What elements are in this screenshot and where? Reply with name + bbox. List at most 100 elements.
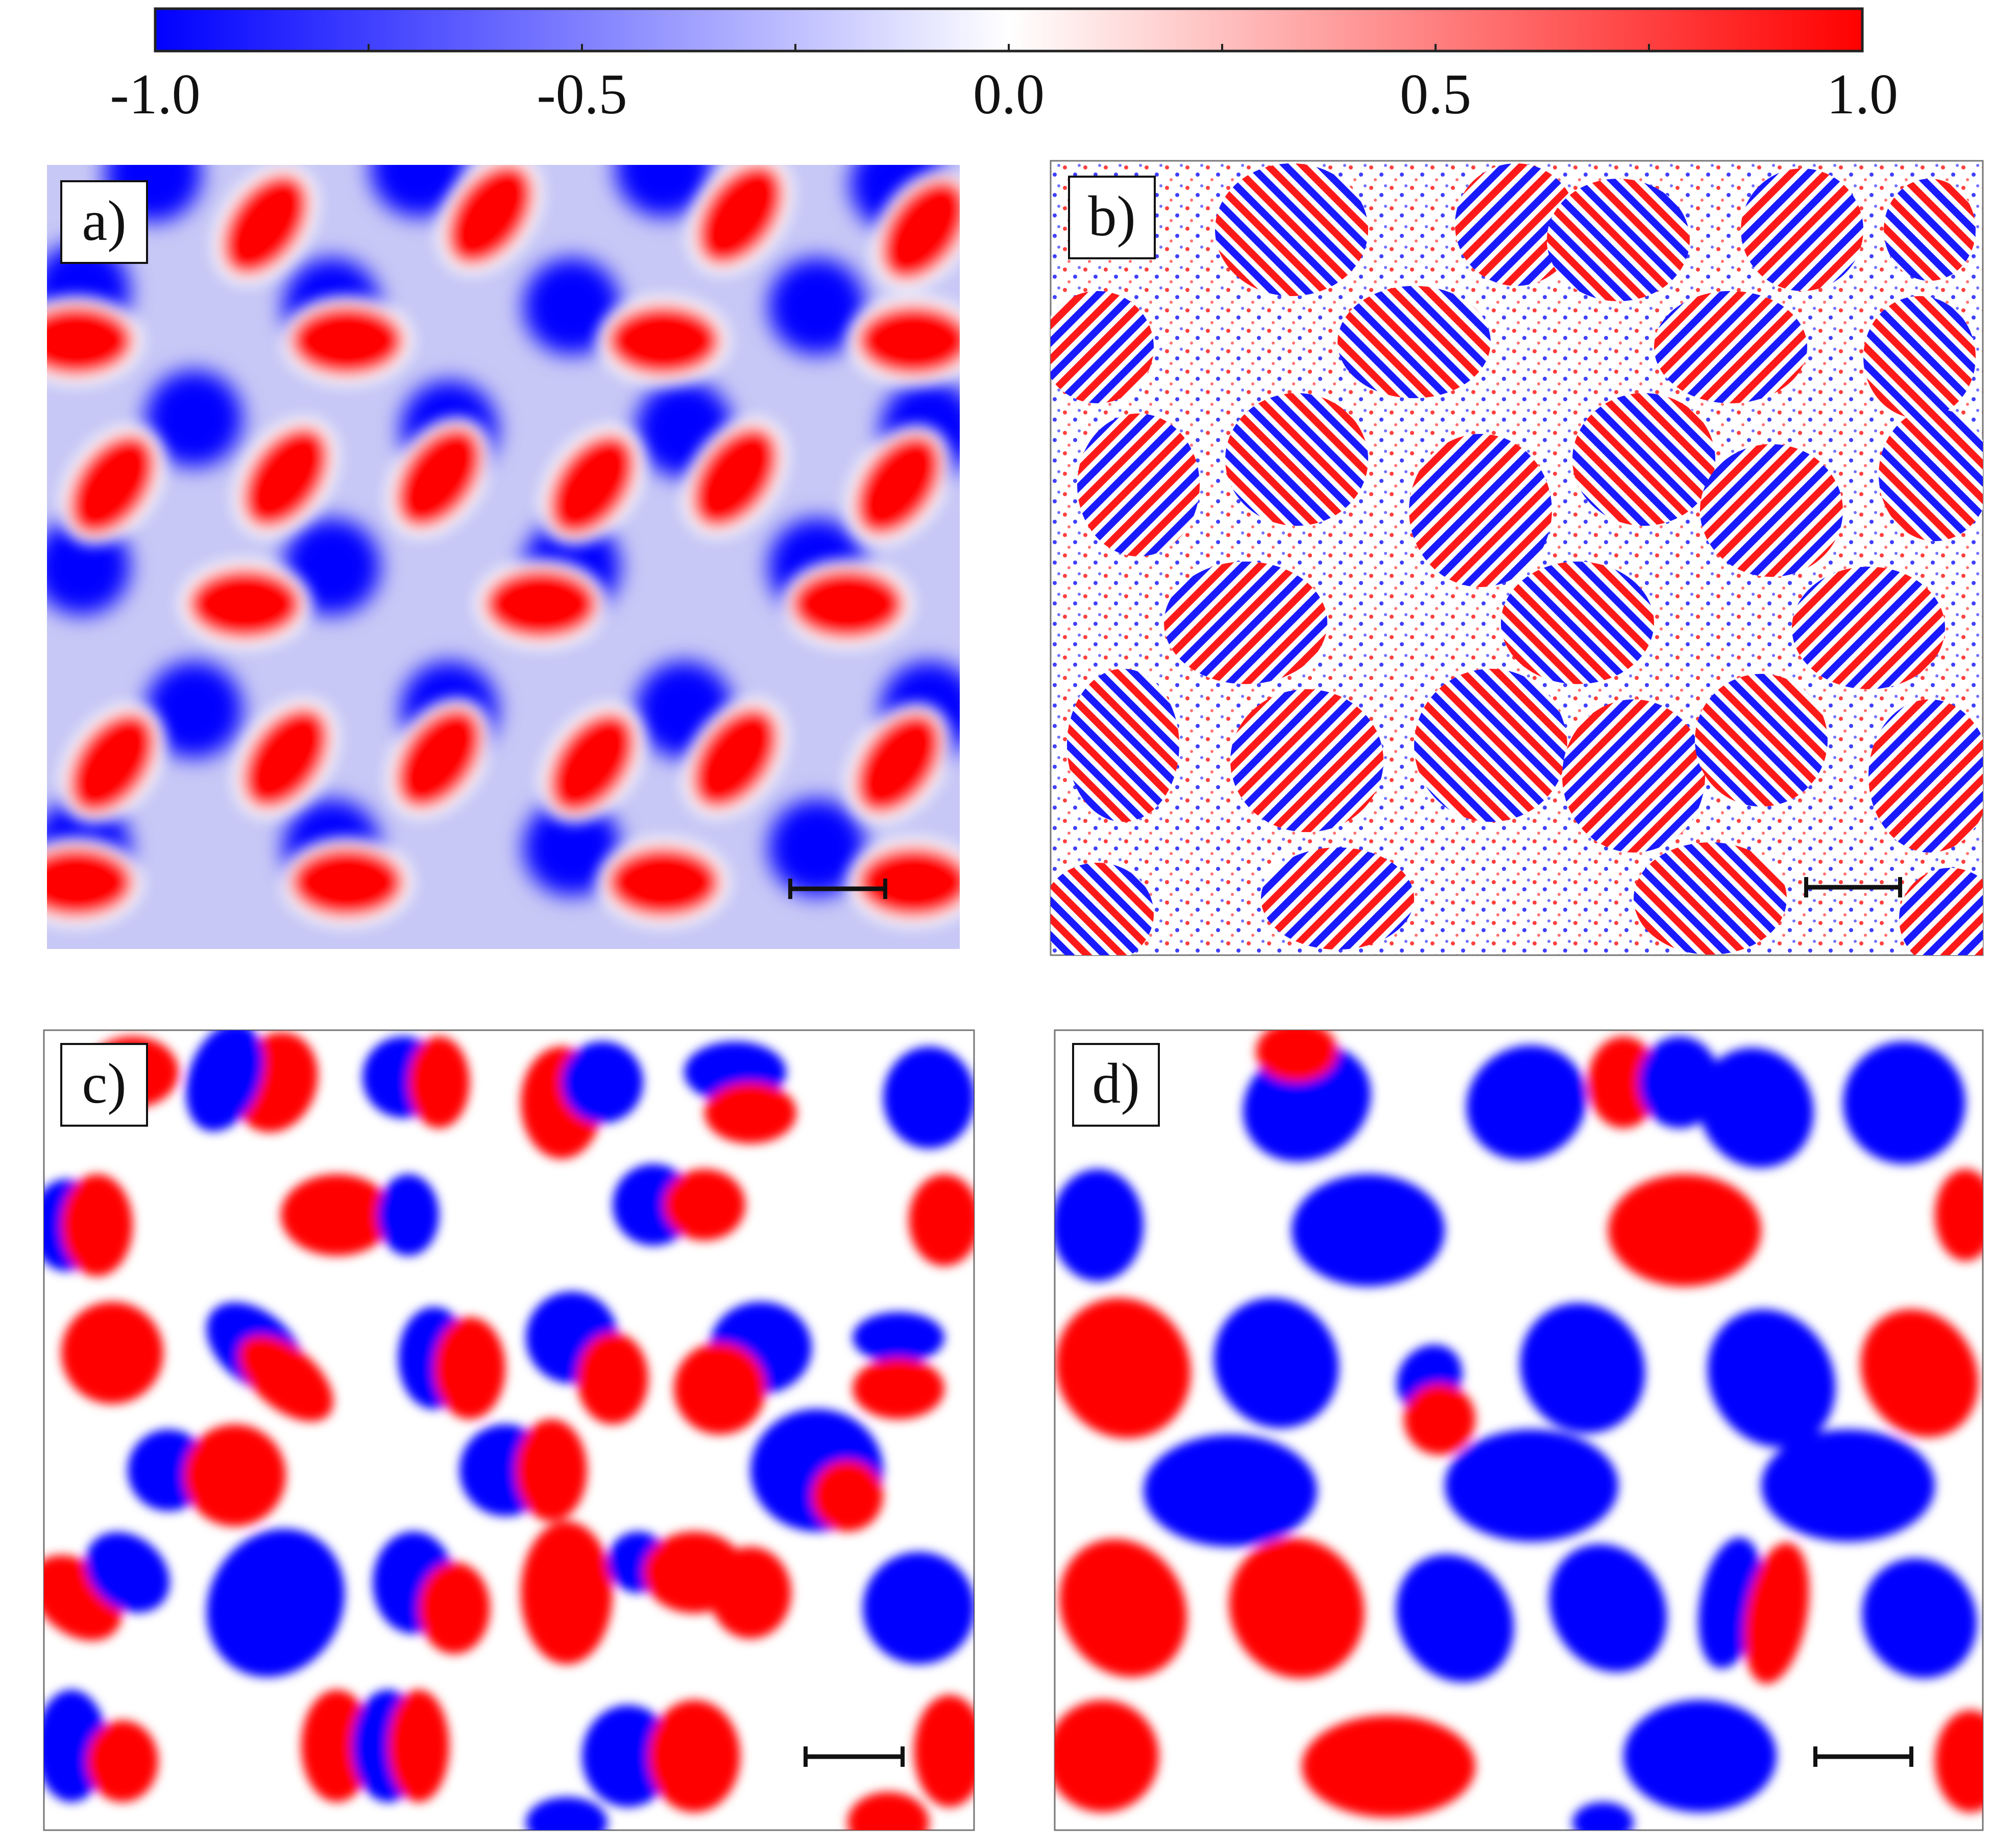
scale-bars [788, 877, 1913, 1767]
negative-domain [206, 1528, 345, 1678]
positive-domain [540, 703, 645, 823]
panel-b [1050, 160, 1984, 956]
positive-domain [521, 1521, 613, 1664]
positive-domain [60, 703, 165, 823]
positive-domain [1302, 1715, 1475, 1817]
negative-domain [1761, 1429, 1935, 1542]
labyrinth-domain [1409, 434, 1552, 587]
scale-bar [1804, 877, 1902, 897]
positive-domain [853, 1358, 944, 1419]
negative-domain [768, 258, 865, 355]
labyrinth-domain [1215, 163, 1368, 296]
negative-domain [523, 258, 620, 355]
labyrinth-domain [1884, 179, 1976, 281]
positive-domain [233, 417, 338, 538]
colorbar-ticks: -1.0 -0.5 0.0 0.5 1.0 [110, 44, 1898, 126]
panel-d [1054, 1029, 1984, 1831]
scale-bar [788, 879, 887, 899]
positive-domain [705, 1082, 796, 1144]
labyrinth-domain [1261, 847, 1414, 950]
positive-domain [438, 165, 543, 275]
positive-domain [47, 296, 142, 385]
labyrinth-domain [1455, 163, 1577, 286]
positive-domain [516, 1419, 587, 1521]
positive-domain [674, 1343, 766, 1435]
labyrinth-domain [1899, 868, 1983, 955]
negative-domain [85, 1532, 170, 1613]
negative-domain [863, 1552, 974, 1664]
positive-domain [540, 425, 645, 545]
negative-domain [523, 799, 620, 896]
positive-domain [871, 169, 960, 290]
positive-domain [1055, 1700, 1159, 1812]
panel-c [43, 1029, 975, 1831]
labyrinth-domain [1225, 393, 1368, 526]
positive-domain [1055, 1298, 1191, 1439]
labyrinth-domain [1077, 414, 1200, 556]
negative-domain [1707, 1309, 1836, 1448]
positive-domain [238, 1335, 333, 1422]
panel-label-d: d) [1072, 1043, 1160, 1127]
positive-domain [648, 1700, 740, 1812]
negative-domain [768, 799, 865, 896]
positive-domain [179, 560, 311, 648]
labyrinth-domain [1868, 699, 1983, 853]
negative-domain [1144, 1435, 1317, 1547]
positive-domain [386, 698, 492, 818]
positive-domain [577, 1332, 648, 1424]
positive-domain [213, 165, 318, 285]
positive-domain [1059, 1539, 1187, 1678]
positive-domain [281, 296, 413, 385]
positive-domain [914, 1695, 974, 1807]
panel-a [47, 165, 960, 949]
labyrinth-domain [1338, 286, 1491, 398]
positive-domain [598, 296, 730, 385]
positive-domain [1404, 1383, 1475, 1455]
negative-domain [1292, 1174, 1445, 1286]
negative-domain [526, 1797, 608, 1830]
positive-domain [683, 698, 788, 818]
negative-domain [883, 1047, 974, 1149]
negative-domain [145, 370, 242, 467]
positive-domain [61, 1174, 133, 1276]
labyrinth-domain [1700, 444, 1843, 577]
labyrinth-domain [1547, 179, 1690, 301]
positive-domain [598, 838, 730, 927]
labyrinth-domain [1695, 674, 1828, 807]
positive-domain [782, 560, 913, 648]
positive-domain [848, 838, 960, 927]
negative-domain [1549, 1544, 1667, 1672]
negative-domain [582, 1705, 674, 1807]
labyrinth-domain [1051, 863, 1154, 955]
negative-domain [1055, 1169, 1144, 1281]
positive-domain [847, 1792, 929, 1830]
positive-domain [61, 1302, 163, 1404]
positive-domain [408, 1036, 470, 1128]
colorbar-tick-label: 0.5 [1400, 63, 1471, 126]
positive-domain [434, 1317, 505, 1419]
positive-domain [1935, 1710, 1983, 1812]
positive-domain [388, 1690, 449, 1802]
scale-bar [804, 1746, 905, 1767]
positive-domain [683, 417, 788, 538]
negative-domain [145, 661, 242, 758]
positive-domain [1744, 1542, 1809, 1684]
positive-domain [688, 165, 793, 275]
negative-domain [1698, 1048, 1814, 1168]
positive-domain [846, 425, 951, 545]
positive-domain [846, 703, 951, 823]
colorbar-tick-label: -0.5 [537, 63, 627, 126]
negative-domain [378, 1174, 439, 1256]
labyrinth-domain [1501, 562, 1654, 684]
positive-domain [1256, 1030, 1338, 1082]
positive-domain [1588, 1036, 1659, 1128]
positive-domain [812, 1460, 883, 1532]
labyrinth-domain [1230, 689, 1383, 832]
positive-domain [87, 1720, 158, 1802]
labyrinth-domain [1414, 669, 1567, 822]
labyrinth-domain [1562, 699, 1705, 853]
negative-domain [1396, 1554, 1514, 1683]
negative-domain [562, 1041, 643, 1123]
positive-domain [909, 1174, 974, 1266]
